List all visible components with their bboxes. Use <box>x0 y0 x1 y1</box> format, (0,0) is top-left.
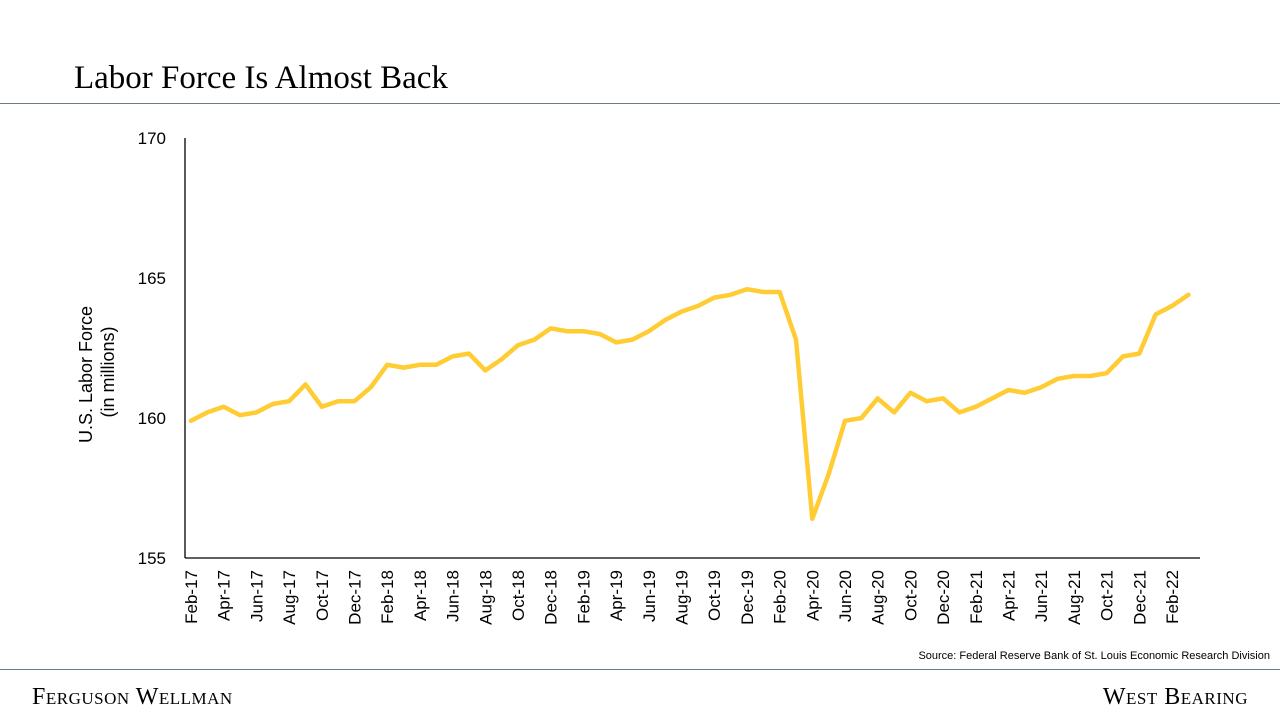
y-tick-label: 165 <box>138 269 166 288</box>
labor-force-series-line <box>188 286 1191 522</box>
x-tick-label: Apr-19 <box>607 570 626 621</box>
x-tick-label: Dec-20 <box>934 570 953 625</box>
x-tick-label: Oct-18 <box>509 570 528 621</box>
x-tick-label: Oct-21 <box>1098 570 1117 621</box>
x-tick-label: Feb-19 <box>574 570 593 624</box>
x-tick-label: Dec-21 <box>1130 570 1149 625</box>
x-tick-label: Feb-22 <box>1163 570 1182 624</box>
x-tick-label: Feb-20 <box>771 570 790 624</box>
x-tick-label: Jun-21 <box>1032 570 1051 622</box>
x-tick-label: Jun-20 <box>836 570 855 622</box>
x-tick-label: Apr-17 <box>215 570 234 621</box>
x-tick-label: Jun-17 <box>247 570 266 622</box>
y-tick-label: 155 <box>138 549 166 568</box>
y-axis-label-line-2: (in millions) <box>98 326 118 417</box>
brand-ferguson-wellman: Ferguson Wellman <box>32 684 233 710</box>
x-tick-label: Feb-18 <box>378 570 397 624</box>
x-tick-label: Oct-20 <box>901 570 920 621</box>
labor-force-chart: 155 160 165 170 Feb-17 Apr-17 Jun-17 Aug-17 Oct… <box>76 129 1200 625</box>
y-tick-label: 160 <box>138 409 166 428</box>
x-tick-label: Feb-21 <box>967 570 986 624</box>
x-tick-label: Aug-21 <box>1065 570 1084 625</box>
x-tick-label: Dec-17 <box>346 570 365 625</box>
x-tick-label: Aug-17 <box>280 570 299 625</box>
x-tick-label: Dec-18 <box>542 570 561 625</box>
y-axis-label-line-1: U.S. Labor Force <box>76 306 96 443</box>
chart-axes <box>184 138 1200 559</box>
x-tick-label: Jun-19 <box>640 570 659 622</box>
brand-west-bearing: West Bearing <box>1102 684 1248 710</box>
header-divider <box>0 103 1280 104</box>
footer-divider <box>0 669 1280 670</box>
x-tick-label: Dec-19 <box>738 570 757 625</box>
x-tick-label: Apr-21 <box>1000 570 1019 621</box>
x-tick-label: Jun-18 <box>444 570 463 622</box>
x-tick-label: Oct-17 <box>313 570 332 621</box>
y-tick-label: 170 <box>138 129 166 148</box>
y-axis-label: U.S. Labor Force (in millions) <box>76 301 118 443</box>
x-tick-label: Apr-18 <box>411 570 430 621</box>
y-axis-ticks: 155 160 165 170 <box>138 129 166 568</box>
page-title: Labor Force Is Almost Back <box>74 60 448 96</box>
series-group <box>188 286 1191 522</box>
x-tick-label: Aug-19 <box>673 570 692 625</box>
x-tick-label: Aug-18 <box>476 570 495 625</box>
x-tick-label: Apr-20 <box>803 570 822 621</box>
x-axis-ticks: Feb-17 Apr-17 Jun-17 Aug-17 Oct-17 Dec-17 Feb-… <box>182 570 1182 625</box>
source-note: Source: Federal Reserve Bank of St. Loui… <box>918 650 1270 662</box>
x-tick-label: Feb-17 <box>182 570 201 624</box>
x-tick-label: Aug-20 <box>869 570 888 625</box>
x-tick-label: Oct-19 <box>705 570 724 621</box>
